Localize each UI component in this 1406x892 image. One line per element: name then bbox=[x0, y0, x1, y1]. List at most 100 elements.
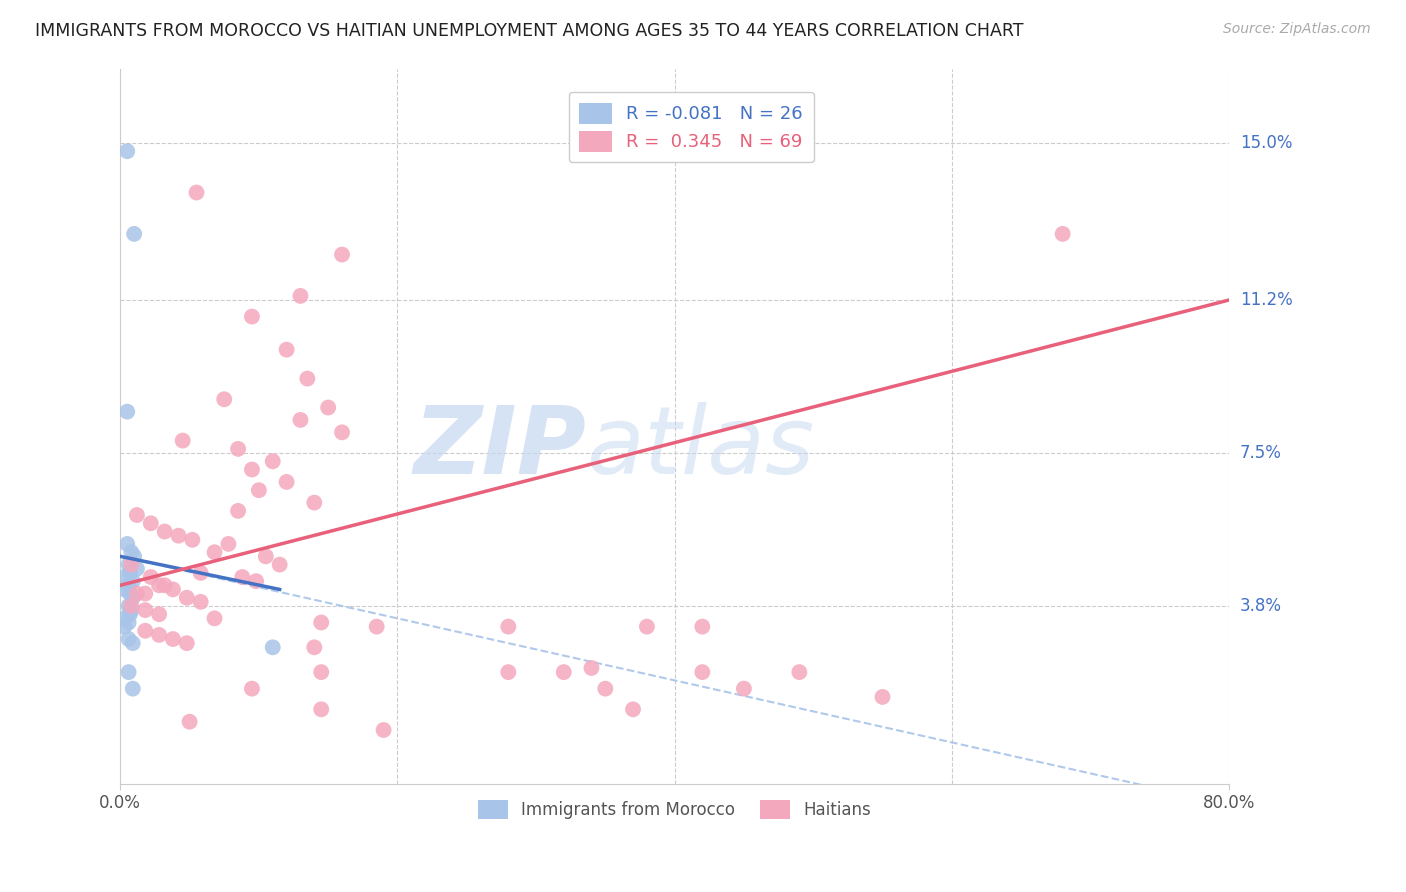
Point bbox=[121, 681, 143, 696]
Point bbox=[134, 624, 156, 638]
Point bbox=[262, 640, 284, 655]
Text: atlas: atlas bbox=[586, 402, 814, 493]
Text: ZIP: ZIP bbox=[413, 401, 586, 493]
Point bbox=[733, 681, 755, 696]
Text: IMMIGRANTS FROM MOROCCO VS HAITIAN UNEMPLOYMENT AMONG AGES 35 TO 44 YEARS CORREL: IMMIGRANTS FROM MOROCCO VS HAITIAN UNEMP… bbox=[35, 22, 1024, 40]
Point bbox=[498, 665, 520, 679]
Point bbox=[162, 632, 184, 646]
Point bbox=[269, 558, 291, 572]
Point bbox=[186, 186, 208, 200]
Point bbox=[621, 702, 644, 716]
Point bbox=[212, 392, 235, 407]
Point bbox=[125, 562, 148, 576]
Point bbox=[204, 611, 226, 625]
Point bbox=[118, 607, 141, 622]
Point bbox=[373, 723, 395, 737]
Point bbox=[190, 595, 212, 609]
Point bbox=[316, 401, 339, 415]
Point bbox=[309, 702, 332, 716]
Point bbox=[125, 586, 148, 600]
Point bbox=[226, 442, 249, 456]
Point bbox=[181, 533, 204, 547]
Point bbox=[297, 371, 319, 385]
Point bbox=[276, 475, 298, 489]
Point bbox=[122, 227, 145, 241]
Point bbox=[118, 566, 141, 580]
Point bbox=[139, 570, 162, 584]
Point bbox=[330, 425, 353, 440]
Point bbox=[217, 537, 239, 551]
Point bbox=[692, 665, 714, 679]
Point bbox=[117, 615, 139, 630]
Point bbox=[117, 558, 139, 572]
Point bbox=[254, 549, 277, 564]
Point bbox=[162, 582, 184, 597]
Point bbox=[117, 665, 139, 679]
Point bbox=[581, 661, 603, 675]
Point bbox=[121, 636, 143, 650]
Point bbox=[330, 247, 353, 261]
Point bbox=[121, 591, 143, 605]
Point bbox=[117, 632, 139, 646]
Point bbox=[114, 611, 136, 625]
Point bbox=[115, 404, 138, 418]
Point bbox=[148, 578, 170, 592]
Point bbox=[366, 620, 388, 634]
Point bbox=[167, 529, 190, 543]
Point bbox=[120, 545, 142, 559]
Point bbox=[290, 289, 312, 303]
Point bbox=[117, 599, 139, 613]
Text: 3.8%: 3.8% bbox=[1240, 597, 1282, 615]
Point bbox=[117, 578, 139, 592]
Point bbox=[204, 545, 226, 559]
Point bbox=[114, 582, 136, 597]
Point bbox=[148, 628, 170, 642]
Text: 15.0%: 15.0% bbox=[1240, 134, 1292, 152]
Point bbox=[262, 454, 284, 468]
Point bbox=[153, 524, 176, 539]
Point bbox=[240, 681, 263, 696]
Point bbox=[179, 714, 201, 729]
Point bbox=[190, 566, 212, 580]
Point bbox=[226, 504, 249, 518]
Point bbox=[636, 620, 658, 634]
Point bbox=[245, 574, 267, 589]
Text: Source: ZipAtlas.com: Source: ZipAtlas.com bbox=[1223, 22, 1371, 37]
Point bbox=[231, 570, 253, 584]
Point bbox=[789, 665, 811, 679]
Point bbox=[172, 434, 194, 448]
Point bbox=[240, 462, 263, 476]
Point bbox=[134, 603, 156, 617]
Point bbox=[122, 549, 145, 564]
Point bbox=[304, 495, 326, 509]
Point bbox=[309, 615, 332, 630]
Point bbox=[120, 603, 142, 617]
Point bbox=[309, 665, 332, 679]
Text: 11.2%: 11.2% bbox=[1240, 291, 1292, 309]
Point bbox=[692, 620, 714, 634]
Point bbox=[176, 591, 198, 605]
Point bbox=[148, 607, 170, 622]
Point bbox=[553, 665, 575, 679]
Point bbox=[120, 558, 142, 572]
Point bbox=[290, 413, 312, 427]
Point bbox=[139, 516, 162, 531]
Point bbox=[115, 537, 138, 551]
Legend: Immigrants from Morocco, Haitians: Immigrants from Morocco, Haitians bbox=[471, 793, 877, 825]
Point bbox=[118, 586, 141, 600]
Point bbox=[134, 586, 156, 600]
Point bbox=[276, 343, 298, 357]
Point bbox=[115, 145, 138, 159]
Point bbox=[240, 310, 263, 324]
Point bbox=[114, 620, 136, 634]
Point bbox=[121, 574, 143, 589]
Point bbox=[304, 640, 326, 655]
Point bbox=[153, 578, 176, 592]
Point bbox=[120, 599, 142, 613]
Point bbox=[114, 570, 136, 584]
Point bbox=[1052, 227, 1074, 241]
Point bbox=[125, 508, 148, 522]
Text: 7.5%: 7.5% bbox=[1240, 444, 1282, 462]
Point bbox=[176, 636, 198, 650]
Point bbox=[872, 690, 894, 704]
